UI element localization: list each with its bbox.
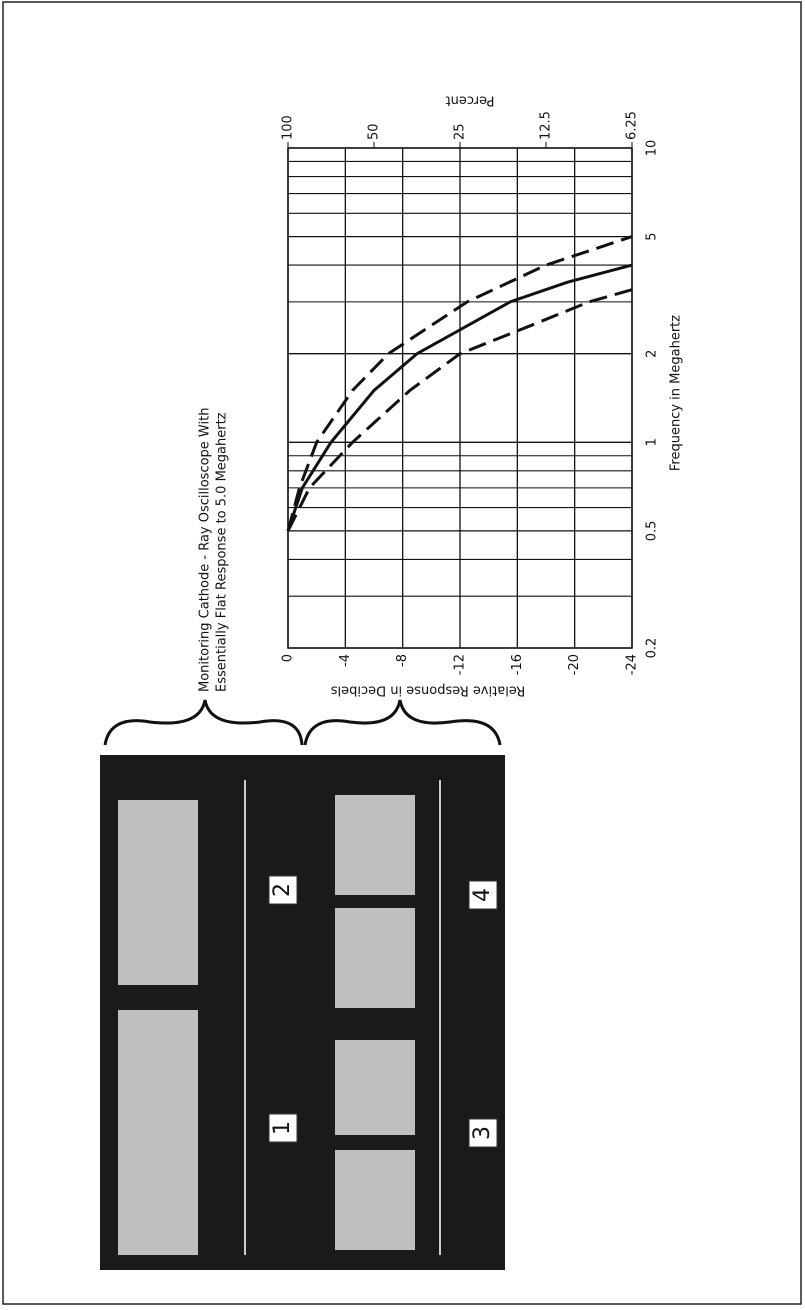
y-tick-label: 0: [281, 654, 296, 662]
photo-trace: [118, 800, 198, 985]
y2-tick-label: 6.25: [625, 111, 640, 140]
x-tick-label: 2: [645, 350, 660, 358]
y-tick-label: -12: [453, 654, 468, 675]
photo-label: 4: [470, 888, 495, 902]
photo-label-box: [268, 875, 298, 905]
series-line: [286, 235, 633, 532]
caption: Monitoring Cathode - Ray Oscilloscope Wi…: [198, 408, 213, 692]
x-tick-label: 5: [645, 232, 660, 240]
y-tick-label: -8: [395, 654, 410, 667]
y-tick-label: -24: [625, 654, 640, 675]
y2-tick-label: 50: [367, 123, 382, 140]
y-tick-label: -4: [338, 654, 353, 667]
photo-trace: [335, 1040, 415, 1135]
series-line: [286, 263, 633, 532]
brace: [103, 699, 304, 746]
series-line: [286, 288, 633, 532]
photo-label: 1: [270, 1121, 295, 1135]
x-tick-label: 0.5: [645, 521, 660, 542]
x-tick-label: 10: [645, 140, 660, 157]
photo-trace: [335, 795, 415, 895]
y2-tick-label: 100: [281, 115, 296, 140]
photo-trace: [335, 1150, 415, 1250]
y-tick-label: -20: [567, 654, 582, 675]
photo-trace: [335, 908, 415, 1008]
x-tick-label: 1: [645, 438, 660, 446]
y2-tick-label: 25: [453, 123, 468, 140]
plot-frame: [287, 147, 633, 649]
y-axis-title: Relative Response in Decibels: [331, 683, 526, 698]
photo: [100, 755, 505, 1270]
photo-label-box: [468, 880, 498, 910]
y-tick-label: -16: [510, 654, 525, 675]
x-axis-title: Frequency in Megahertz: [669, 315, 684, 471]
x-tick-label: 0.2: [645, 638, 660, 659]
photo-label-box: [468, 1118, 498, 1148]
y2-axis-title: Percent: [446, 93, 495, 108]
photo-trace: [118, 1010, 198, 1255]
brace: [303, 699, 502, 746]
photo-label-box: [268, 1113, 298, 1143]
caption: Essentially Flat Response to 5.0 Megaher…: [215, 412, 230, 692]
y2-tick-label: 12.5: [539, 111, 554, 140]
photo-label: 2: [270, 883, 295, 897]
photo-label: 3: [470, 1126, 495, 1140]
